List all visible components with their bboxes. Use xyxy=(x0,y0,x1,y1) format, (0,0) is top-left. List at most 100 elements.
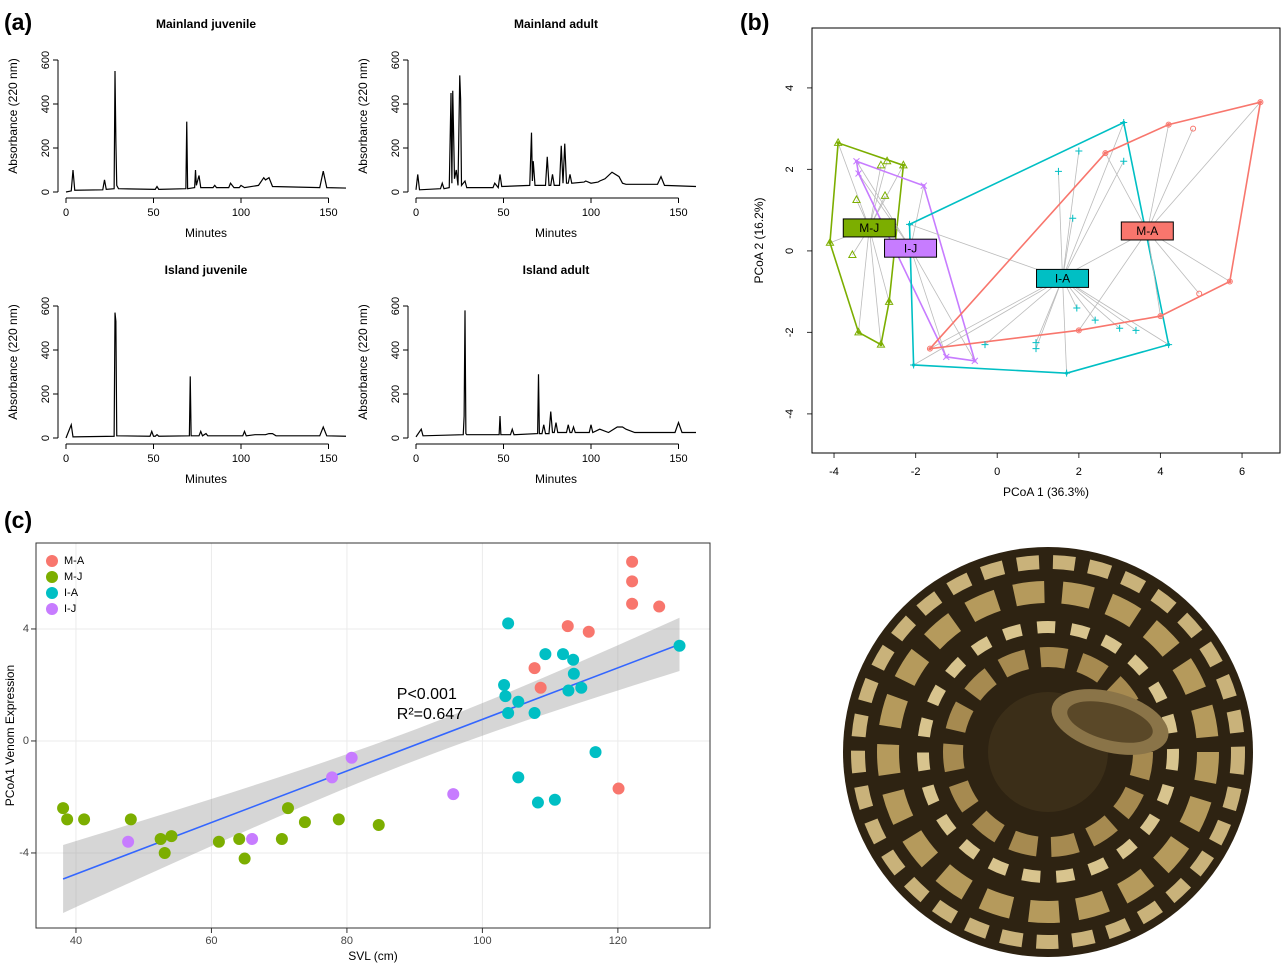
point xyxy=(499,690,512,703)
point xyxy=(1165,341,1173,349)
spider-line xyxy=(1062,278,1068,374)
y-tick-label: 0 xyxy=(390,189,402,195)
y-tick-label: 400 xyxy=(40,95,52,113)
point xyxy=(1091,316,1099,324)
point xyxy=(1257,99,1264,106)
point xyxy=(1165,121,1172,128)
point xyxy=(898,160,908,169)
y-axis-label: Absorbance (220 nm) xyxy=(6,304,20,419)
point xyxy=(981,341,989,349)
point xyxy=(833,137,843,146)
point xyxy=(1120,119,1128,127)
spider-line xyxy=(1147,101,1261,232)
point xyxy=(1226,278,1233,285)
point xyxy=(575,681,588,694)
point xyxy=(942,353,950,361)
spider-line xyxy=(868,227,882,345)
panel-label: (a) xyxy=(4,9,32,35)
point xyxy=(246,832,259,845)
point xyxy=(61,813,74,826)
y-axis-label: Absorbance (220 nm) xyxy=(6,58,20,173)
group-label-box xyxy=(1036,268,1090,288)
hull-vertex xyxy=(836,141,840,145)
group-label-box xyxy=(884,238,938,258)
y-tick-label: 0 xyxy=(390,435,402,441)
x-tick-label: 150 xyxy=(669,453,687,465)
x-axis-label: Minutes xyxy=(535,472,577,486)
point xyxy=(498,678,511,691)
point xyxy=(1075,147,1083,155)
legend-label: M-J xyxy=(64,571,82,583)
hull-vertex xyxy=(1167,122,1171,127)
y-tick-label: 200 xyxy=(390,385,402,403)
spider-line xyxy=(1035,278,1063,349)
point xyxy=(876,339,886,348)
x-tick-label: 0 xyxy=(413,207,419,219)
point xyxy=(920,182,928,190)
point xyxy=(626,555,639,568)
point xyxy=(626,597,639,610)
y-tick-label: 600 xyxy=(40,297,52,315)
x-tick-label: 50 xyxy=(497,207,509,219)
y-tick-label: 4 xyxy=(784,85,796,91)
spider-line xyxy=(1105,152,1148,232)
point xyxy=(1075,327,1082,334)
x-tick-label: 0 xyxy=(413,453,419,465)
spider-line xyxy=(1146,128,1194,232)
y-tick-label: 600 xyxy=(390,51,402,69)
hull-vertex xyxy=(856,330,861,334)
legend-label: M-A xyxy=(64,555,85,567)
x-axis-label: PCoA 1 (36.3%) xyxy=(1003,485,1089,499)
spider-line xyxy=(910,185,925,249)
spider-line xyxy=(913,278,1063,366)
group-label-box xyxy=(1120,221,1174,241)
point xyxy=(531,796,544,809)
point xyxy=(880,190,890,199)
point xyxy=(852,194,861,203)
point xyxy=(154,832,167,845)
point xyxy=(1157,313,1164,320)
point xyxy=(567,653,580,666)
hull-vertex xyxy=(1258,100,1263,104)
group-label-box xyxy=(842,218,896,238)
point xyxy=(212,835,225,848)
point xyxy=(1054,167,1062,175)
point xyxy=(853,157,860,165)
chart-title: Mainland juvenile xyxy=(156,17,256,31)
y-tick-label: 600 xyxy=(390,297,402,315)
point xyxy=(1116,324,1124,332)
point xyxy=(528,662,541,675)
point xyxy=(926,345,933,352)
x-tick-label: -2 xyxy=(911,466,921,478)
point xyxy=(57,802,70,815)
point xyxy=(1190,125,1197,132)
point xyxy=(332,813,345,826)
point xyxy=(1102,150,1109,157)
point xyxy=(855,170,862,177)
point xyxy=(1196,290,1203,297)
x-tick-label: 50 xyxy=(497,453,509,465)
plot-border xyxy=(811,27,1281,454)
spider-line xyxy=(1146,124,1170,232)
y-tick-label: 200 xyxy=(390,139,402,157)
spider-line xyxy=(1062,122,1125,279)
point xyxy=(275,832,288,845)
spider-line xyxy=(1062,218,1074,279)
y-axis-label: PCoA1 Venom Expression xyxy=(3,665,17,806)
y-tick-label: 0 xyxy=(23,735,29,747)
y-tick-label: -4 xyxy=(19,847,29,859)
x-tick-label: 100 xyxy=(232,453,250,465)
y-tick-label: 200 xyxy=(40,139,52,157)
point xyxy=(1120,157,1128,165)
point xyxy=(165,830,178,843)
point xyxy=(1032,339,1040,347)
chart-title: Mainland adult xyxy=(514,17,598,31)
x-tick-label: 50 xyxy=(147,453,159,465)
legend-swatch xyxy=(46,603,58,615)
spider-line xyxy=(1062,151,1080,279)
plot-background xyxy=(36,543,710,928)
x-tick-label: 0 xyxy=(63,207,69,219)
chromatogram-line xyxy=(415,75,697,191)
spider-line xyxy=(856,161,911,249)
